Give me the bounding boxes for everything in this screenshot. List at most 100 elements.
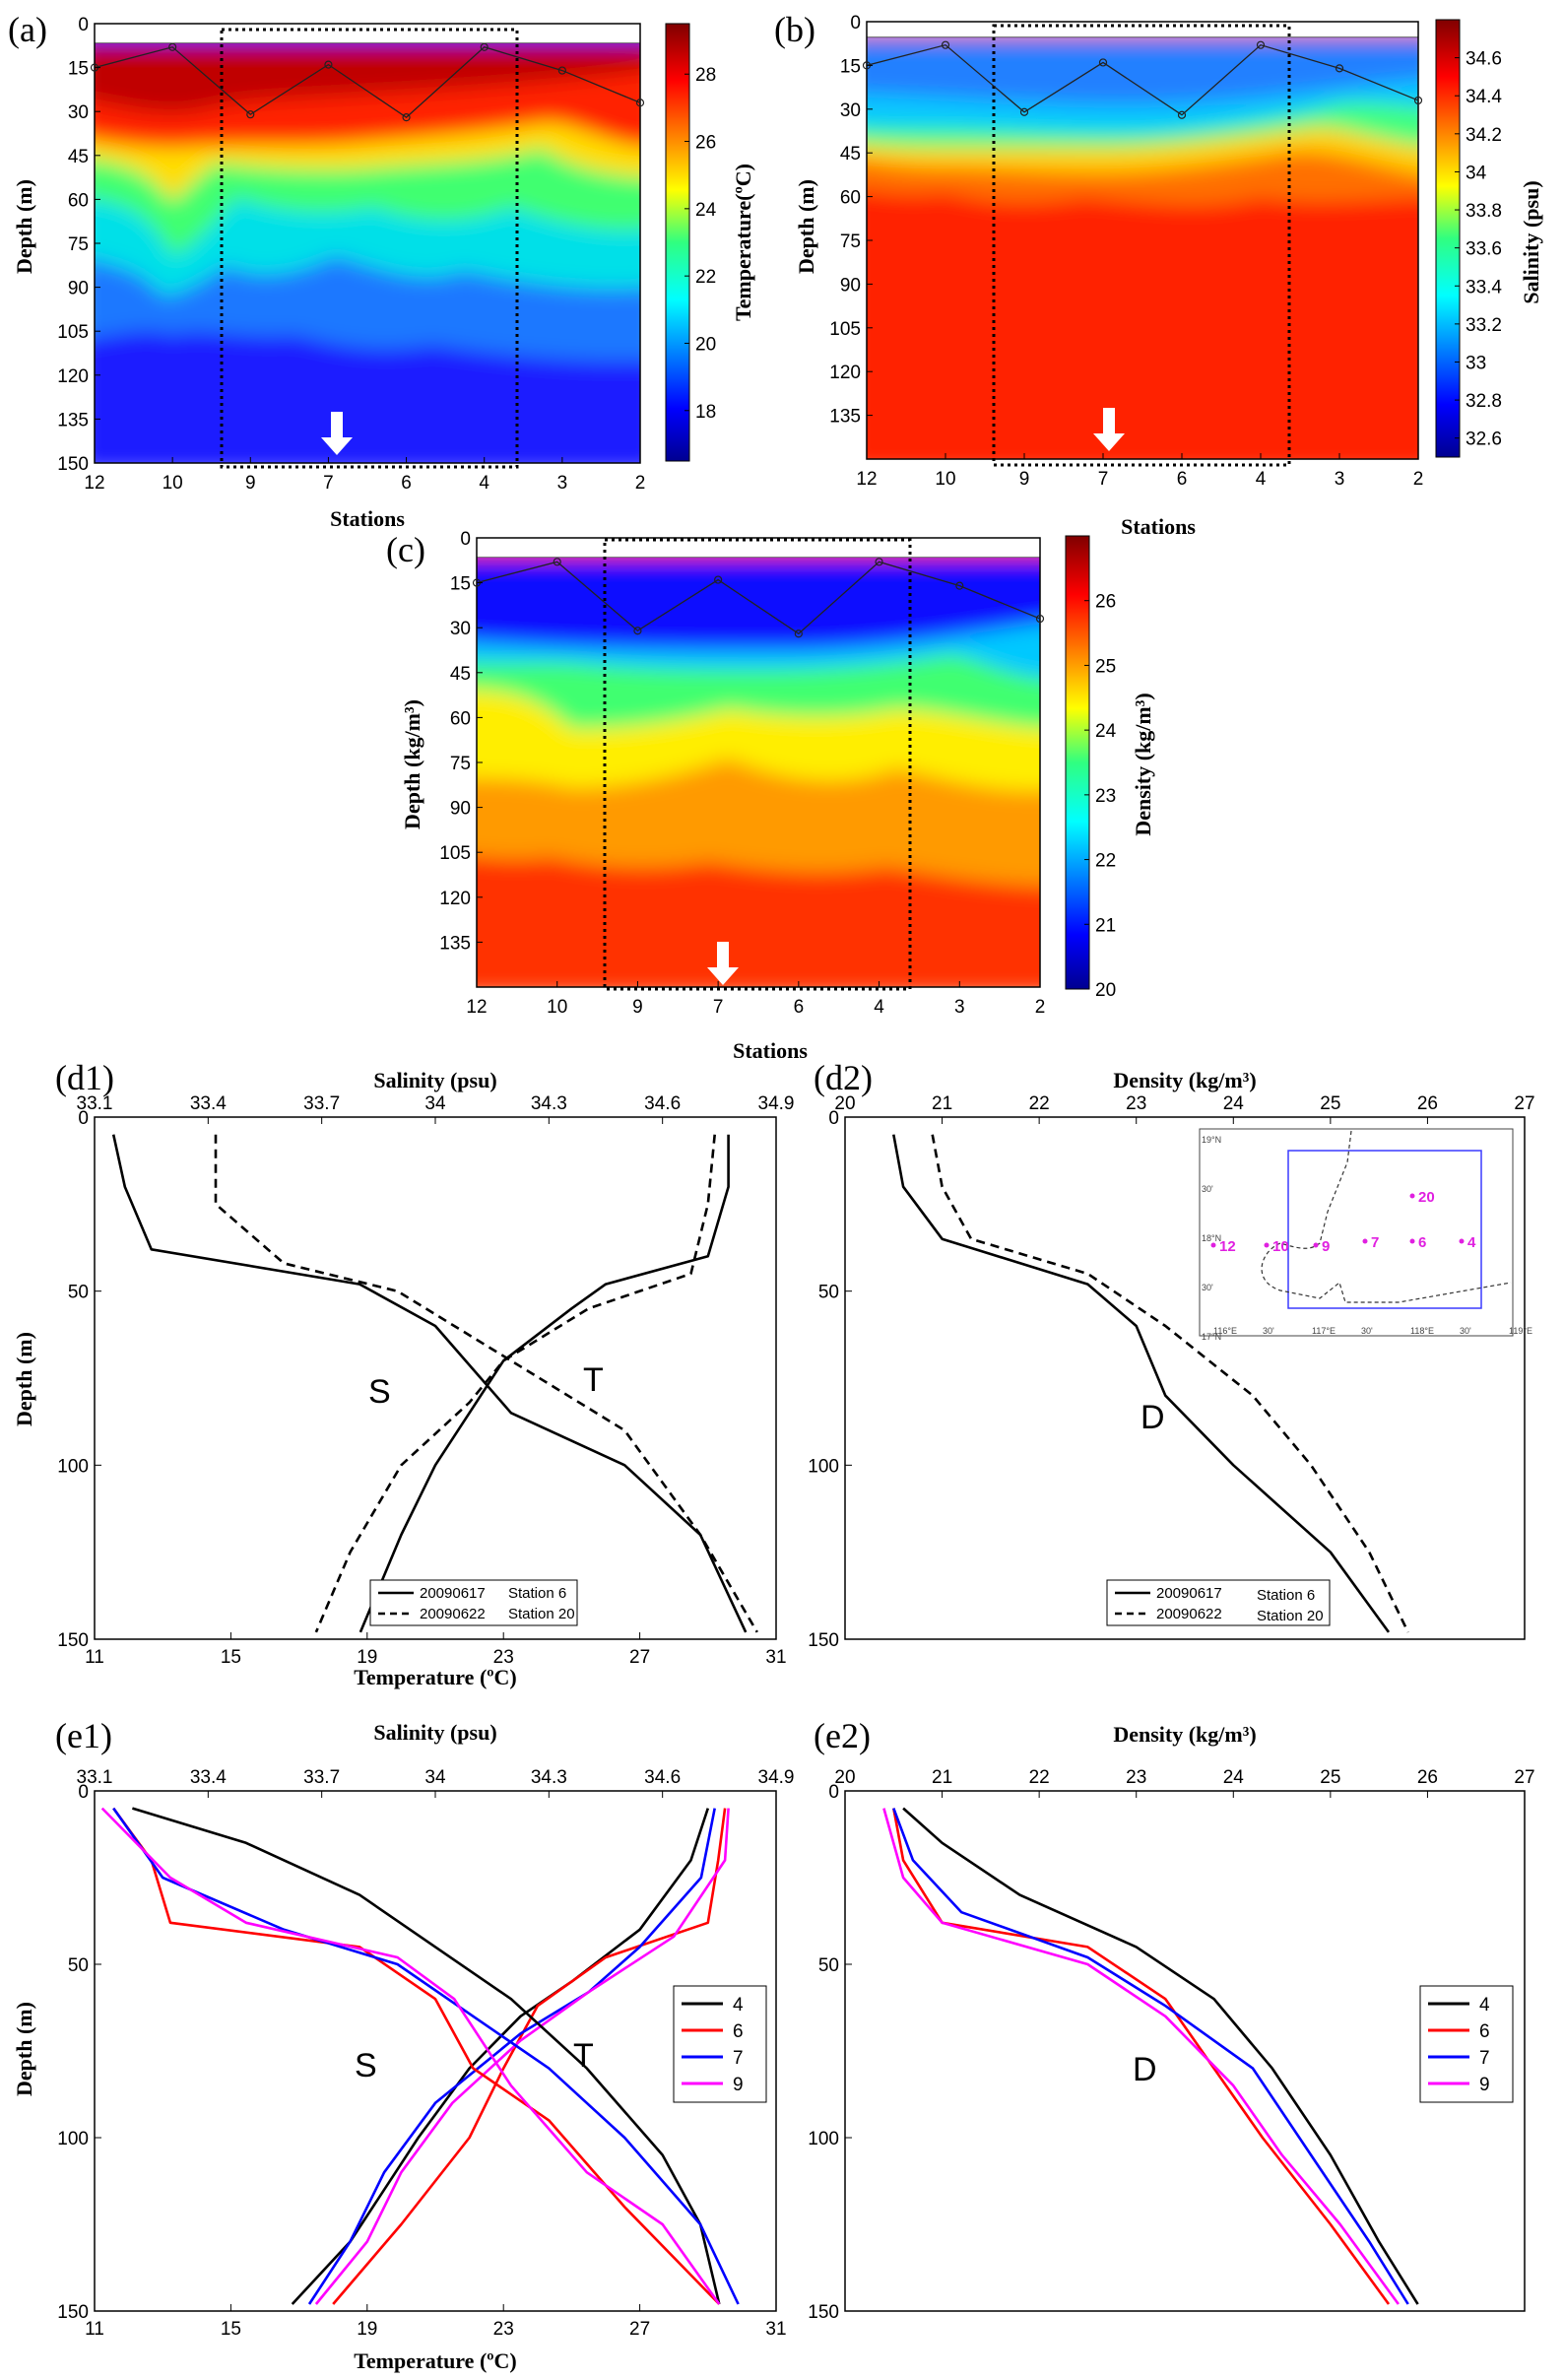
pc-ytick-label: 45 [450,664,471,685]
inset-lat-tick: 30' [1202,1184,1213,1194]
pc-ytick-label: 60 [450,708,471,729]
pd1-series-s-dashed [214,1134,758,1633]
pd2-top-tick-label: 22 [1029,1093,1050,1114]
pd1-bottom-tick-label: 11 [85,1647,104,1668]
panel-e1-top-xlabel: Salinity (psu) [373,1720,496,1745]
inset-station-dot [1409,1193,1415,1199]
pc-ytick-label: 90 [450,799,471,820]
pe1-bottom-tick-label: 11 [85,2319,104,2340]
panel-e2-curve-label-d: D [1133,2051,1157,2088]
pb-ytick-label: 105 [829,319,861,340]
pb-ytick-label: 135 [829,407,861,428]
pe2-ytick-label: 50 [818,1955,839,1976]
pa-colorbar-label-tick: 18 [695,402,716,423]
pd1-ytick-label: 150 [57,1630,89,1651]
pd2-series-solid [892,1134,1391,1633]
pa-ytick-label: 45 [68,147,89,167]
inset-lat-tick: 17°N [1202,1332,1221,1342]
pa-xtick-label: 2 [635,473,646,494]
pc-ytick-label: 105 [439,843,471,864]
pd1-bottom-tick-label: 19 [357,1647,377,1668]
pe1-legend-entry: 4 [733,1995,744,2016]
pa-xtick-label: 12 [84,473,104,494]
inset-station-dot [1459,1238,1465,1244]
panel-d2-top-xlabel: Density (kg/m³) [1113,1068,1256,1092]
legend-date-1: 20090617 [420,1585,486,1602]
panel-a-xlabel: Stations [330,506,405,531]
inset-lat-tick: 30' [1202,1283,1213,1292]
pc-xtick-label: 7 [713,997,724,1018]
inset-lon-tick: 116°E [1213,1326,1237,1336]
pa-colorbar-label-tick: 24 [695,200,717,221]
pe1-top-tick-label: 33.7 [303,1767,340,1788]
pe2-top-tick-label: 25 [1320,1767,1340,1788]
pb-xtick-label: 4 [1256,469,1267,490]
pe1-series-t-7 [307,1808,716,2305]
panel-a-highlight-box [220,28,519,469]
pb-track-line [866,43,1419,116]
pa-station-marker [246,110,255,119]
pc-station-marker [875,558,883,566]
panel-label-a: (a) [8,10,47,49]
legend-station-2: Station 20 [508,1606,575,1622]
pd1-top-tick-label: 33.4 [190,1093,227,1114]
pc-station-marker [1035,614,1045,624]
pc-xtick-label: 4 [874,997,884,1018]
pc-station-marker [553,558,561,566]
panel-d1-axes-frame [94,1116,777,1640]
pb-colorbar-label-tick: 34 [1466,163,1487,183]
pd1-top-tick-label: 34.9 [758,1093,795,1114]
pb-colorbar-label-tick: 33.4 [1466,277,1502,298]
inset-station-label: 12 [1219,1238,1236,1255]
pc-xtick-label: 2 [1035,997,1046,1018]
panel-d1-top-xlabel: Salinity (psu) [373,1068,496,1092]
pb-station-marker [941,40,950,49]
panel-label-e2: (e2) [814,1716,871,1755]
pe2-ytick-label: 150 [808,2302,839,2323]
pd2-top-tick-label: 24 [1223,1093,1245,1114]
inset-station-dot [1409,1238,1415,1244]
panel-a-arrow [321,412,353,455]
legend-station-2: Station 20 [1257,1608,1324,1624]
pc-ytick-label: 15 [450,574,471,595]
pb-colorbar-label-tick: 34.2 [1466,125,1502,146]
panel-b-ylabel: Depth (m) [794,179,818,274]
panel-e1-ylabel: Depth (m) [12,2002,36,2096]
pb-station-marker [1256,40,1266,49]
pb-ytick-label: 120 [829,363,861,383]
pd1-series-t-dashed [314,1134,716,1633]
pa-ytick-label: 90 [68,279,89,299]
panel-d2-curve-label-d: D [1140,1399,1165,1436]
panel-e1-legend: 4 6 7 9 [673,1985,767,2103]
pc-colorbar-label-tick: 21 [1095,915,1116,936]
pe1-series-t-4 [291,1808,710,2305]
pe1-top-tick-label: 34.6 [644,1767,681,1788]
inset-station-label: 10 [1272,1238,1289,1255]
pd1-bottom-tick-label: 15 [221,1647,241,1668]
pd2-top-tick-label: 26 [1417,1093,1438,1114]
pe2-series-6 [892,1808,1391,2305]
inset-station-dot [1264,1242,1270,1248]
inset-station-dot [1210,1242,1216,1248]
pe2-top-tick-label: 20 [834,1767,855,1788]
pc-xtick-label: 9 [632,997,643,1018]
panel-a-colorbar-label: Temperature(ºC) [731,164,755,321]
panel-b-arrow [1093,408,1125,451]
pb-station-marker [1098,58,1108,67]
pe2-series-9 [882,1808,1400,2305]
panel-a-station-track [90,42,645,122]
pd1-bottom-tick-label: 31 [765,1647,786,1668]
pb-xtick-label: 9 [1019,469,1030,490]
pb-xtick-label: 3 [1335,469,1345,490]
pc-ytick-label: 30 [450,619,471,639]
panel-b-highlight-box [992,24,1291,467]
pb-colorbar-label-tick: 32.8 [1466,391,1502,412]
pd1-ytick-label: 50 [68,1283,89,1303]
panel-c-density-section: (c) 0 15 30 45 60 75 90 105 120 135 12 10 9 7 6 4 3 2 Dep… [386,529,1155,1063]
pe2-legend-entry: 7 [1479,2048,1490,2069]
panel-e2-legend: 4 6 7 9 [1419,1985,1514,2103]
pc-ytick-label: 120 [439,889,471,909]
pe1-top-tick-label: 34.9 [758,1767,795,1788]
inset-station-label: 9 [1322,1238,1330,1255]
